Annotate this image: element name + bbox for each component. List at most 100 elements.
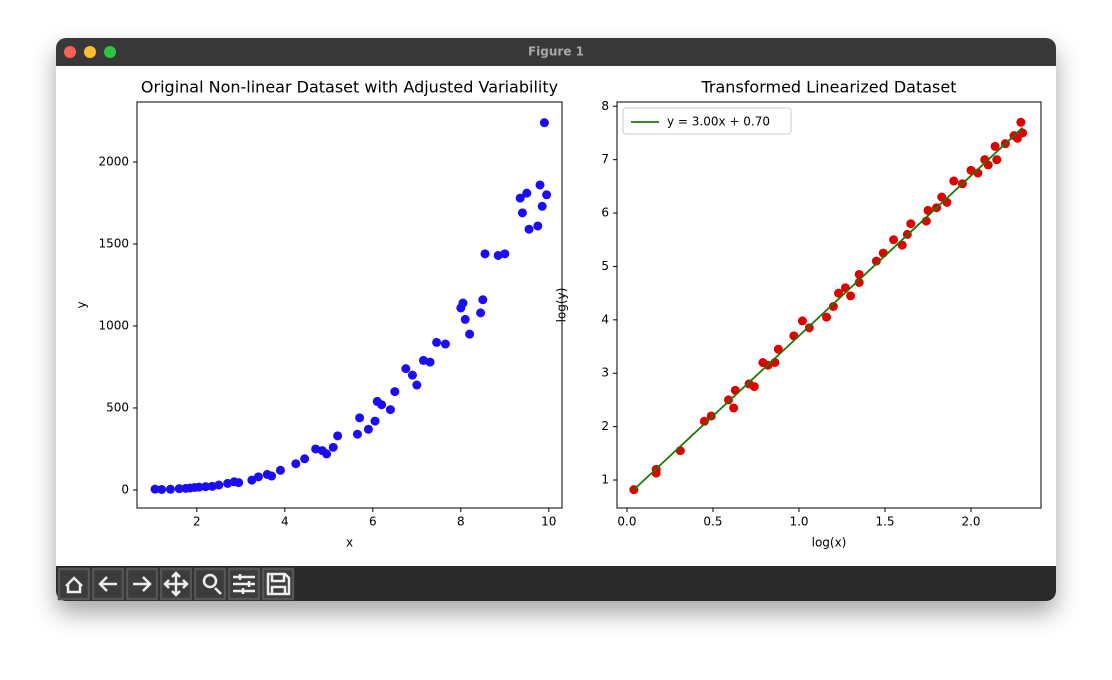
y-tick-label: 3 bbox=[601, 366, 609, 380]
y-tick-label: 0 bbox=[121, 482, 129, 496]
y-tick-label: 1 bbox=[601, 473, 609, 487]
point bbox=[906, 219, 916, 229]
y-axis-label: y bbox=[75, 301, 89, 308]
point bbox=[797, 316, 807, 326]
point bbox=[355, 413, 365, 423]
y-tick-label: 7 bbox=[601, 152, 609, 166]
zoom-icon bbox=[202, 573, 222, 595]
point bbox=[699, 416, 709, 426]
point bbox=[363, 424, 373, 434]
point bbox=[539, 118, 549, 128]
configure-icon bbox=[233, 574, 255, 594]
chart-title: Transformed Linearized Dataset bbox=[701, 78, 957, 97]
point bbox=[749, 382, 759, 392]
y-tick-label: 2 bbox=[601, 419, 609, 433]
y-tick-label: 8 bbox=[601, 99, 609, 113]
x-tick-label: 0.0 bbox=[617, 515, 636, 529]
fit-line bbox=[633, 126, 1024, 491]
point bbox=[291, 459, 301, 469]
point bbox=[478, 295, 488, 305]
x-tick-label: 1.5 bbox=[875, 515, 894, 529]
y-tick-label: 5 bbox=[601, 259, 609, 273]
x-tick-label: 2 bbox=[193, 515, 201, 529]
x-tick-label: 4 bbox=[281, 515, 289, 529]
chart-title: Original Non-linear Dataset with Adjuste… bbox=[141, 78, 558, 97]
y-tick-label: 6 bbox=[601, 206, 609, 220]
x-tick-label: 1.0 bbox=[789, 515, 808, 529]
close-button[interactable] bbox=[64, 46, 76, 58]
point bbox=[992, 155, 1002, 165]
point bbox=[828, 301, 838, 311]
x-tick-label: 8 bbox=[457, 515, 465, 529]
point bbox=[407, 370, 417, 380]
toolbar-buttons bbox=[57, 567, 295, 601]
window-title: Figure 1 bbox=[528, 45, 584, 59]
point bbox=[822, 312, 832, 322]
point bbox=[542, 190, 552, 200]
point bbox=[440, 339, 450, 349]
legend-label: y = 3.00x + 0.70 bbox=[667, 115, 770, 129]
point bbox=[401, 364, 411, 374]
point bbox=[773, 344, 783, 354]
point bbox=[522, 188, 532, 198]
x-tick-label: 10 bbox=[541, 515, 556, 529]
zoom-button[interactable] bbox=[104, 46, 116, 58]
point bbox=[352, 429, 362, 439]
point bbox=[846, 291, 856, 301]
point bbox=[412, 380, 422, 390]
point bbox=[253, 472, 263, 482]
point bbox=[275, 465, 285, 475]
point bbox=[730, 385, 740, 395]
point bbox=[385, 405, 395, 415]
y-tick-label: 500 bbox=[106, 400, 129, 414]
y-tick-label: 2000 bbox=[98, 155, 129, 169]
x-axis-label: log(x) bbox=[812, 536, 847, 550]
point bbox=[432, 337, 442, 347]
point bbox=[201, 482, 211, 492]
point bbox=[425, 357, 435, 367]
point bbox=[524, 224, 534, 234]
point bbox=[333, 431, 343, 441]
point bbox=[370, 416, 380, 426]
home-button[interactable] bbox=[57, 567, 91, 601]
point bbox=[174, 484, 184, 494]
toolbar bbox=[56, 566, 1056, 601]
point bbox=[300, 454, 310, 464]
point bbox=[949, 176, 959, 186]
point bbox=[537, 201, 547, 211]
x-tick-label: 2.0 bbox=[961, 515, 980, 529]
back-icon bbox=[98, 576, 117, 592]
point bbox=[480, 249, 490, 259]
point bbox=[729, 403, 739, 413]
home-icon bbox=[65, 576, 83, 594]
x-tick-label: 0.5 bbox=[703, 515, 722, 529]
point bbox=[854, 277, 864, 287]
legend-box bbox=[622, 107, 792, 135]
forward-icon bbox=[133, 576, 152, 592]
point bbox=[165, 484, 175, 494]
x-tick-label: 6 bbox=[369, 515, 377, 529]
point bbox=[789, 331, 799, 341]
point bbox=[535, 180, 545, 190]
point bbox=[194, 482, 204, 492]
point bbox=[476, 308, 486, 318]
point bbox=[706, 411, 716, 421]
point bbox=[458, 298, 468, 308]
point bbox=[390, 387, 400, 397]
point bbox=[723, 395, 733, 405]
minimize-button[interactable] bbox=[84, 46, 96, 58]
point bbox=[834, 288, 844, 298]
plot-frame bbox=[136, 101, 563, 509]
point bbox=[515, 193, 525, 203]
point bbox=[517, 208, 527, 218]
point bbox=[267, 471, 277, 481]
point bbox=[465, 329, 475, 339]
y-tick-label: 1500 bbox=[98, 237, 129, 251]
point bbox=[500, 249, 510, 259]
save-icon bbox=[266, 572, 291, 596]
point bbox=[840, 283, 850, 293]
point bbox=[150, 484, 160, 494]
x-axis-label: x bbox=[346, 536, 353, 550]
y-axis-label: log(y) bbox=[555, 288, 569, 323]
